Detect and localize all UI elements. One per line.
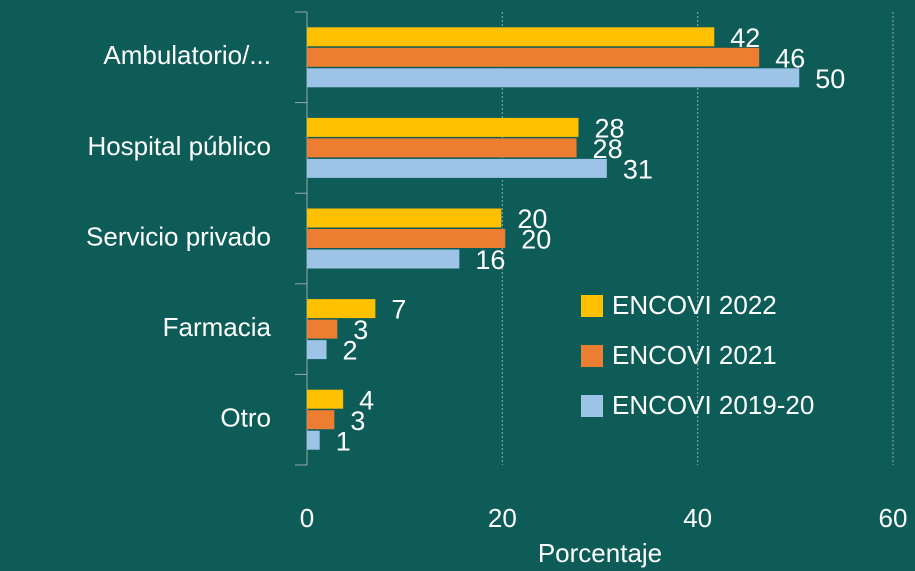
legend-swatch xyxy=(581,395,603,417)
bar xyxy=(307,47,760,67)
bar xyxy=(307,27,715,47)
x-tick-label: 0 xyxy=(300,503,314,533)
y-tick-label: Farmacia xyxy=(163,312,272,342)
bar xyxy=(307,117,579,137)
bar xyxy=(307,319,338,339)
bar xyxy=(307,340,327,360)
bar-value-label: 3 xyxy=(350,406,365,436)
bar xyxy=(307,208,502,228)
bar xyxy=(307,158,607,178)
bar-value-label: 50 xyxy=(815,64,845,94)
x-axis-label: Porcentaje xyxy=(538,538,662,568)
x-tick-label: 40 xyxy=(683,503,712,533)
bar xyxy=(307,68,800,88)
bar-value-label: 7 xyxy=(391,295,406,325)
bar-value-label: 31 xyxy=(623,155,653,185)
bar-value-label: 20 xyxy=(517,204,547,234)
bar-value-label: 20 xyxy=(521,225,551,255)
bar-value-label: 16 xyxy=(475,245,505,275)
legend-swatch xyxy=(581,345,603,367)
x-tick-label: 20 xyxy=(488,503,517,533)
bar xyxy=(307,430,320,450)
bar xyxy=(307,229,506,248)
legend-label: ENCOVI 2021 xyxy=(612,340,777,370)
y-tick-label: Otro xyxy=(220,403,271,433)
y-tick-label: Servicio privado xyxy=(86,221,271,251)
bar-value-label: 28 xyxy=(595,114,625,144)
bar xyxy=(307,138,577,158)
bar-value-label: 2 xyxy=(343,336,358,366)
bar xyxy=(307,389,344,409)
y-tick-label: Ambulatorio/... xyxy=(103,40,271,70)
bar xyxy=(307,249,460,269)
legend-label: ENCOVI 2022 xyxy=(612,290,777,320)
legend-label: ENCOVI 2019-20 xyxy=(612,390,814,420)
bar-value-label: 4 xyxy=(359,385,374,415)
bar-value-label: 3 xyxy=(353,315,368,345)
x-tick-label: 60 xyxy=(879,503,908,533)
bar-value-label: 1 xyxy=(336,426,351,456)
y-tick-label: Hospital público xyxy=(87,131,271,161)
bar xyxy=(307,299,376,319)
legend-swatch xyxy=(581,295,603,317)
bar xyxy=(307,410,335,430)
